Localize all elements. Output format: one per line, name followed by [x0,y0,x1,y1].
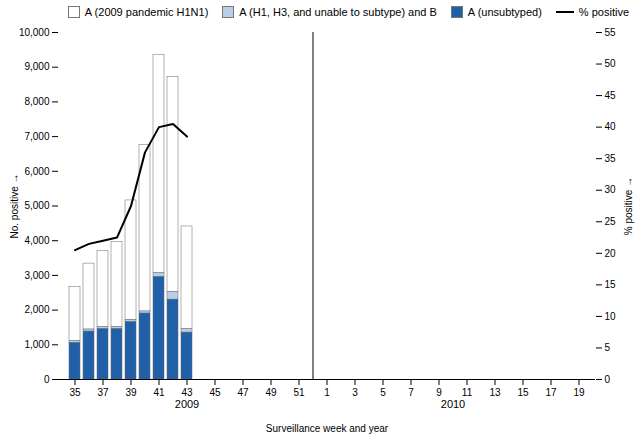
svg-text:3,000: 3,000 [24,270,49,281]
svg-text:6,000: 6,000 [24,166,49,177]
svg-text:5: 5 [605,342,611,353]
svg-text:10: 10 [605,311,617,322]
html-text:A (unsubtyped): A (unsubtyped) [467,6,542,18]
svg-text:50: 50 [605,58,617,69]
svg-text:% positive →: % positive → [623,177,634,235]
svg-text:55: 55 [605,27,617,38]
svg-text:1,000: 1,000 [24,339,49,350]
svg-text:7,000: 7,000 [24,131,49,142]
svg-text:49: 49 [265,387,277,398]
svg-text:7: 7 [408,387,414,398]
svg-text:15: 15 [517,387,529,398]
svg-text:1: 1 [324,387,330,398]
svg-text:0: 0 [605,374,611,385]
svg-text:45: 45 [209,387,221,398]
svg-text:43: 43 [181,387,193,398]
svg-text:No. positive →: No. positive → [9,173,20,238]
svg-text:2009: 2009 [175,398,199,410]
svg-text:10,000: 10,000 [19,27,50,38]
svg-text:19: 19 [573,387,585,398]
svg-text:17: 17 [545,387,557,398]
svg-text:25: 25 [605,216,617,227]
svg-text:2010: 2010 [441,398,465,410]
svg-text:37: 37 [97,387,109,398]
svg-text:47: 47 [237,387,249,398]
svg-text:Surveillance week and year: Surveillance week and year [266,423,389,434]
svg-text:4,000: 4,000 [24,235,49,246]
html-text:A (H1, H3, and unable to subty: A (H1, H3, and unable to subtype) and B [239,6,437,18]
svg-text:13: 13 [489,387,501,398]
svg-text:2,000: 2,000 [24,304,49,315]
svg-text:9,000: 9,000 [24,61,49,72]
svg-text:9: 9 [436,387,442,398]
svg-text:5,000: 5,000 [24,200,49,211]
html-text:A (2009 pandemic H1N1): A (2009 pandemic H1N1) [84,6,209,18]
svg-text:45: 45 [605,90,617,101]
svg-text:51: 51 [293,387,305,398]
svg-text:35: 35 [69,387,81,398]
svg-text:3: 3 [352,387,358,398]
svg-text:15: 15 [605,279,617,290]
svg-text:30: 30 [605,184,617,195]
svg-text:40: 40 [605,121,617,132]
html-text:% positive: % positive [578,6,629,18]
svg-text:41: 41 [153,387,165,398]
svg-text:0: 0 [44,374,50,385]
svg-text:35: 35 [605,153,617,164]
svg-text:39: 39 [125,387,137,398]
svg-text:8,000: 8,000 [24,96,49,107]
svg-text:20: 20 [605,248,617,259]
svg-text:11: 11 [462,387,473,398]
svg-text:5: 5 [380,387,386,398]
